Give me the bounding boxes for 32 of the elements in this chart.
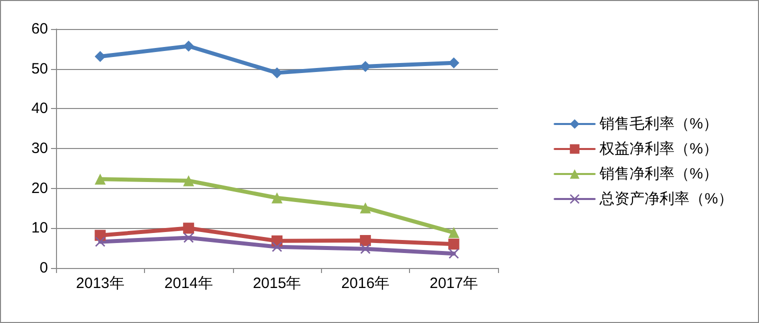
point	[448, 238, 460, 250]
point	[360, 202, 371, 214]
y-tick-label: 10	[31, 220, 48, 237]
point	[448, 248, 459, 259]
y-tick-label: 0	[40, 260, 48, 276]
legend-label: 销售毛利率（%）	[598, 116, 718, 132]
point	[183, 40, 194, 52]
x-tick-label: 2014年	[164, 275, 213, 292]
point	[94, 174, 106, 185]
x-tick-label: 2013年	[76, 275, 124, 292]
point	[360, 235, 371, 246]
y-tick-label: 20	[31, 180, 48, 197]
y-tick-label: 50	[31, 60, 48, 78]
x-tick-label: 2015年	[252, 275, 302, 292]
point	[94, 50, 106, 62]
point	[360, 244, 370, 254]
point	[183, 222, 194, 234]
x-tick-label: 2016年	[341, 275, 390, 292]
point	[272, 242, 282, 252]
point	[448, 227, 460, 238]
point	[183, 175, 194, 186]
x-tick-label: 2017年	[430, 275, 478, 292]
legend-label: 销售净利率（%）	[598, 166, 718, 182]
point	[95, 236, 106, 247]
point	[184, 232, 194, 243]
legend-label: 总资产净利率（%）	[598, 190, 734, 208]
legend-label: 权益净利率（%）	[598, 140, 718, 158]
y-tick-label: 30	[31, 140, 48, 157]
point	[272, 192, 282, 204]
y-tick-label: 60	[31, 20, 48, 38]
y-tick-label: 40	[31, 100, 48, 118]
point	[272, 67, 282, 78]
